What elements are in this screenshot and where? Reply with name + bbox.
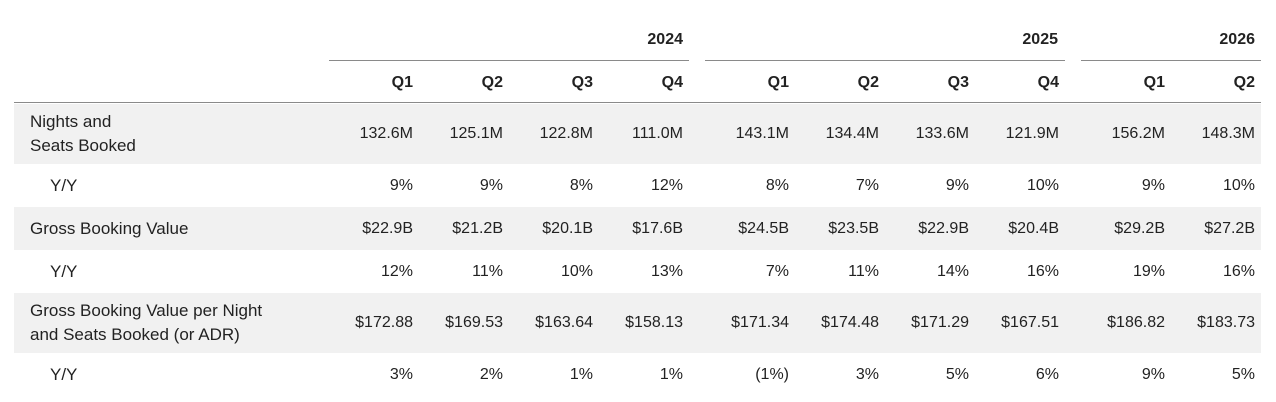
quarter-header: Q3 [947, 74, 969, 91]
table-cell: 11% [848, 262, 879, 280]
table-cell: $22.9B [362, 219, 413, 237]
table-cell: $167.51 [1001, 314, 1059, 331]
quarter-header: Q4 [1037, 74, 1059, 91]
table-cell: 121.9M [1005, 125, 1059, 142]
table-cell: 12% [380, 262, 413, 280]
table-cell: 122.8M [539, 125, 593, 142]
table-cell: 9% [1141, 176, 1165, 194]
table-cell: $186.82 [1107, 314, 1165, 331]
table-cell: $22.9B [918, 219, 969, 237]
table-cell: $171.34 [731, 314, 789, 331]
table-cell: 1% [569, 365, 593, 383]
table-cell: 7% [855, 176, 879, 194]
year-divider-2025 [705, 60, 1065, 61]
table-cell: 9% [479, 176, 503, 194]
header-rule [14, 102, 1261, 103]
table-cell: 12% [650, 176, 683, 194]
row-label: Gross Booking Value [30, 218, 189, 238]
table-cell: $171.29 [911, 314, 969, 331]
quarter-header: Q1 [767, 74, 789, 91]
table-row: Gross Booking Value $22.9B $21.2B $20.1B… [14, 207, 1261, 250]
table-cell: $23.5B [828, 219, 879, 237]
table-cell: 111.0M [632, 125, 683, 142]
table-cell: $17.6B [632, 219, 683, 237]
table-cell: 7% [765, 262, 789, 280]
year-header-2026: 2026 [1219, 31, 1255, 48]
table-cell: 9% [945, 176, 969, 194]
row-label: Y/Y [50, 261, 78, 281]
table-cell: 8% [765, 176, 789, 194]
quarter-header: Q1 [391, 74, 413, 91]
table-cell: 9% [1141, 365, 1165, 383]
table-cell: 19% [1132, 262, 1165, 280]
table-cell: $158.13 [625, 314, 683, 331]
table-cell: 3% [855, 365, 879, 383]
table-row: Y/Y 12% 11% 10% 13% 7% 11% 14% 16% 19% 1… [14, 250, 1261, 293]
table-cell: 14% [936, 262, 969, 280]
table-cell: 11% [472, 262, 503, 280]
row-label: Nights and Seats Booked [30, 112, 136, 155]
table-cell: 6% [1035, 365, 1059, 383]
table-cell: $20.1B [542, 219, 593, 237]
table-cell: 156.2M [1111, 125, 1165, 142]
table-cell: 10% [560, 262, 593, 280]
table-row: Y/Y 3% 2% 1% 1% (1%) 3% 5% 6% 9% 5% [14, 353, 1261, 396]
year-divider-2024 [329, 60, 689, 61]
table-cell: $24.5B [738, 219, 789, 237]
table-cell: $183.73 [1197, 314, 1255, 331]
quarter-header: Q2 [857, 74, 879, 91]
table-cell: 2% [479, 365, 503, 383]
quarter-header-row: Q1 Q2 Q3 Q4 Q1 Q2 Q3 Q4 Q1 Q2 [0, 74, 1276, 96]
year-header-2025: 2025 [1022, 31, 1058, 48]
table-cell: $27.2B [1204, 219, 1255, 237]
table-cell: 16% [1222, 262, 1255, 280]
table-cell: 132.6M [359, 125, 413, 142]
quarter-header: Q2 [1233, 74, 1255, 91]
table-cell: 16% [1026, 262, 1059, 280]
quarter-header: Q3 [571, 74, 593, 91]
table-cell: 13% [650, 262, 683, 280]
table-cell: 8% [569, 176, 593, 194]
table-cell: $29.2B [1114, 219, 1165, 237]
table-cell: 133.6M [915, 125, 969, 142]
table-cell: 134.4M [825, 125, 879, 142]
row-label: Y/Y [50, 364, 78, 384]
table-row: Y/Y 9% 9% 8% 12% 8% 7% 9% 10% 9% 10% [14, 164, 1261, 207]
quarter-header: Q4 [661, 74, 683, 91]
table-cell: 143.1M [735, 125, 789, 142]
table-cell: $20.4B [1008, 219, 1059, 237]
table-cell: $174.48 [821, 314, 879, 331]
table-cell: $169.53 [445, 314, 503, 331]
table-cell: $163.64 [535, 314, 593, 331]
table-row: Gross Booking Value per Night and Seats … [14, 293, 1261, 353]
quarter-header: Q1 [1143, 74, 1165, 91]
year-divider-2026 [1081, 60, 1261, 61]
table-cell: 9% [389, 176, 413, 194]
table-cell: $172.88 [355, 314, 413, 331]
quarter-header: Q2 [481, 74, 503, 91]
table-cell: 148.3M [1201, 125, 1255, 142]
table-cell: 10% [1222, 176, 1255, 194]
table-cell: 5% [1231, 365, 1255, 383]
table-cell: (1%) [755, 365, 789, 383]
table-cell: 125.1M [449, 125, 503, 142]
year-header-2024: 2024 [647, 31, 683, 48]
table-cell: 3% [389, 365, 413, 383]
table-cell: 1% [659, 365, 683, 383]
table-cell: $21.2B [452, 219, 503, 237]
table-cell: 10% [1026, 176, 1059, 194]
table-cell: 5% [945, 365, 969, 383]
row-label: Y/Y [50, 175, 78, 195]
table-row: Nights and Seats Booked 132.6M 125.1M 12… [14, 104, 1261, 164]
row-label: Gross Booking Value per Night and Seats … [30, 301, 263, 344]
